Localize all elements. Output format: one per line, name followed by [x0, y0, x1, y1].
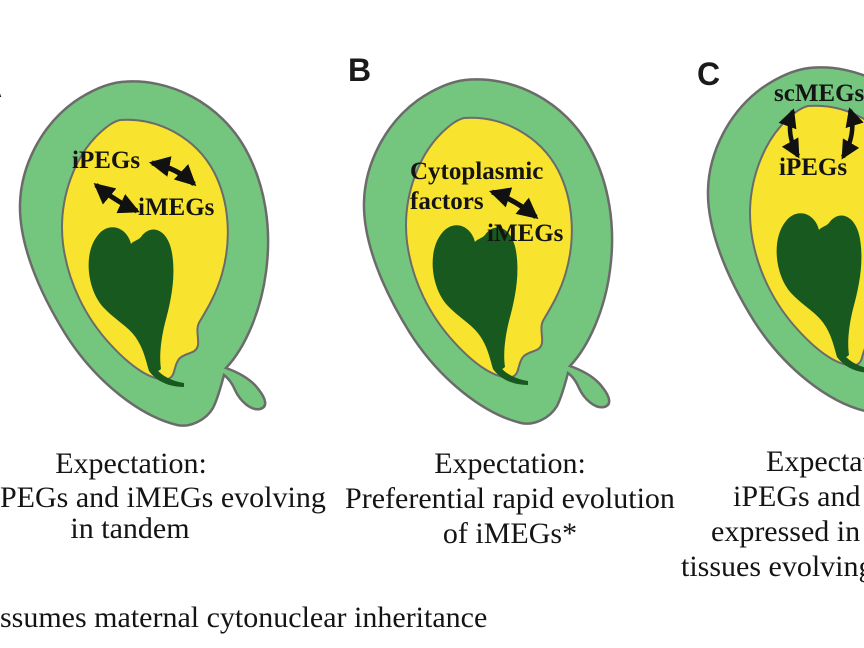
label-ipegs-a: iPEGs	[72, 147, 141, 174]
seed-diagram-b	[362, 78, 614, 425]
caption-c-line4: tissues evolving	[681, 550, 864, 583]
caption-a-line1: Expectation:	[55, 447, 207, 480]
caption-b-line3: of iMEGs*	[442, 517, 578, 550]
caption-b-line1: Expectation:	[434, 447, 586, 480]
footnote: ssumes maternal cytonuclear inheritance	[0, 601, 488, 634]
panel-letter-c: C	[697, 56, 721, 92]
caption-b: Expectation: Preferential rapid evolutio…	[310, 446, 710, 551]
seed-diagram-c	[706, 66, 864, 413]
label-ipegs-c: iPEGs	[779, 154, 848, 181]
label-factors: factors	[410, 188, 484, 215]
panel-letter-b: B	[348, 52, 372, 88]
panel-letter-a: A	[0, 70, 2, 102]
label-scmegs-c: scMEGs	[774, 80, 864, 107]
seed-diagram-a	[18, 80, 270, 427]
label-cytoplasmic: Cytoplasmic	[410, 158, 544, 185]
caption-b-line2: Preferential rapid evolution	[345, 482, 675, 515]
caption-c-line1: Expectat	[766, 445, 864, 478]
caption-a-line3: in tandem	[70, 512, 190, 545]
label-imegs-a: iMEGs	[138, 194, 215, 221]
caption-a-line2: PEGs and iMEGs evolving	[0, 481, 326, 514]
label-imegs-b: iMEGs	[487, 220, 564, 247]
caption-c-line2: iPEGs and	[733, 480, 861, 513]
caption-c-line3: expressed in	[711, 515, 861, 548]
